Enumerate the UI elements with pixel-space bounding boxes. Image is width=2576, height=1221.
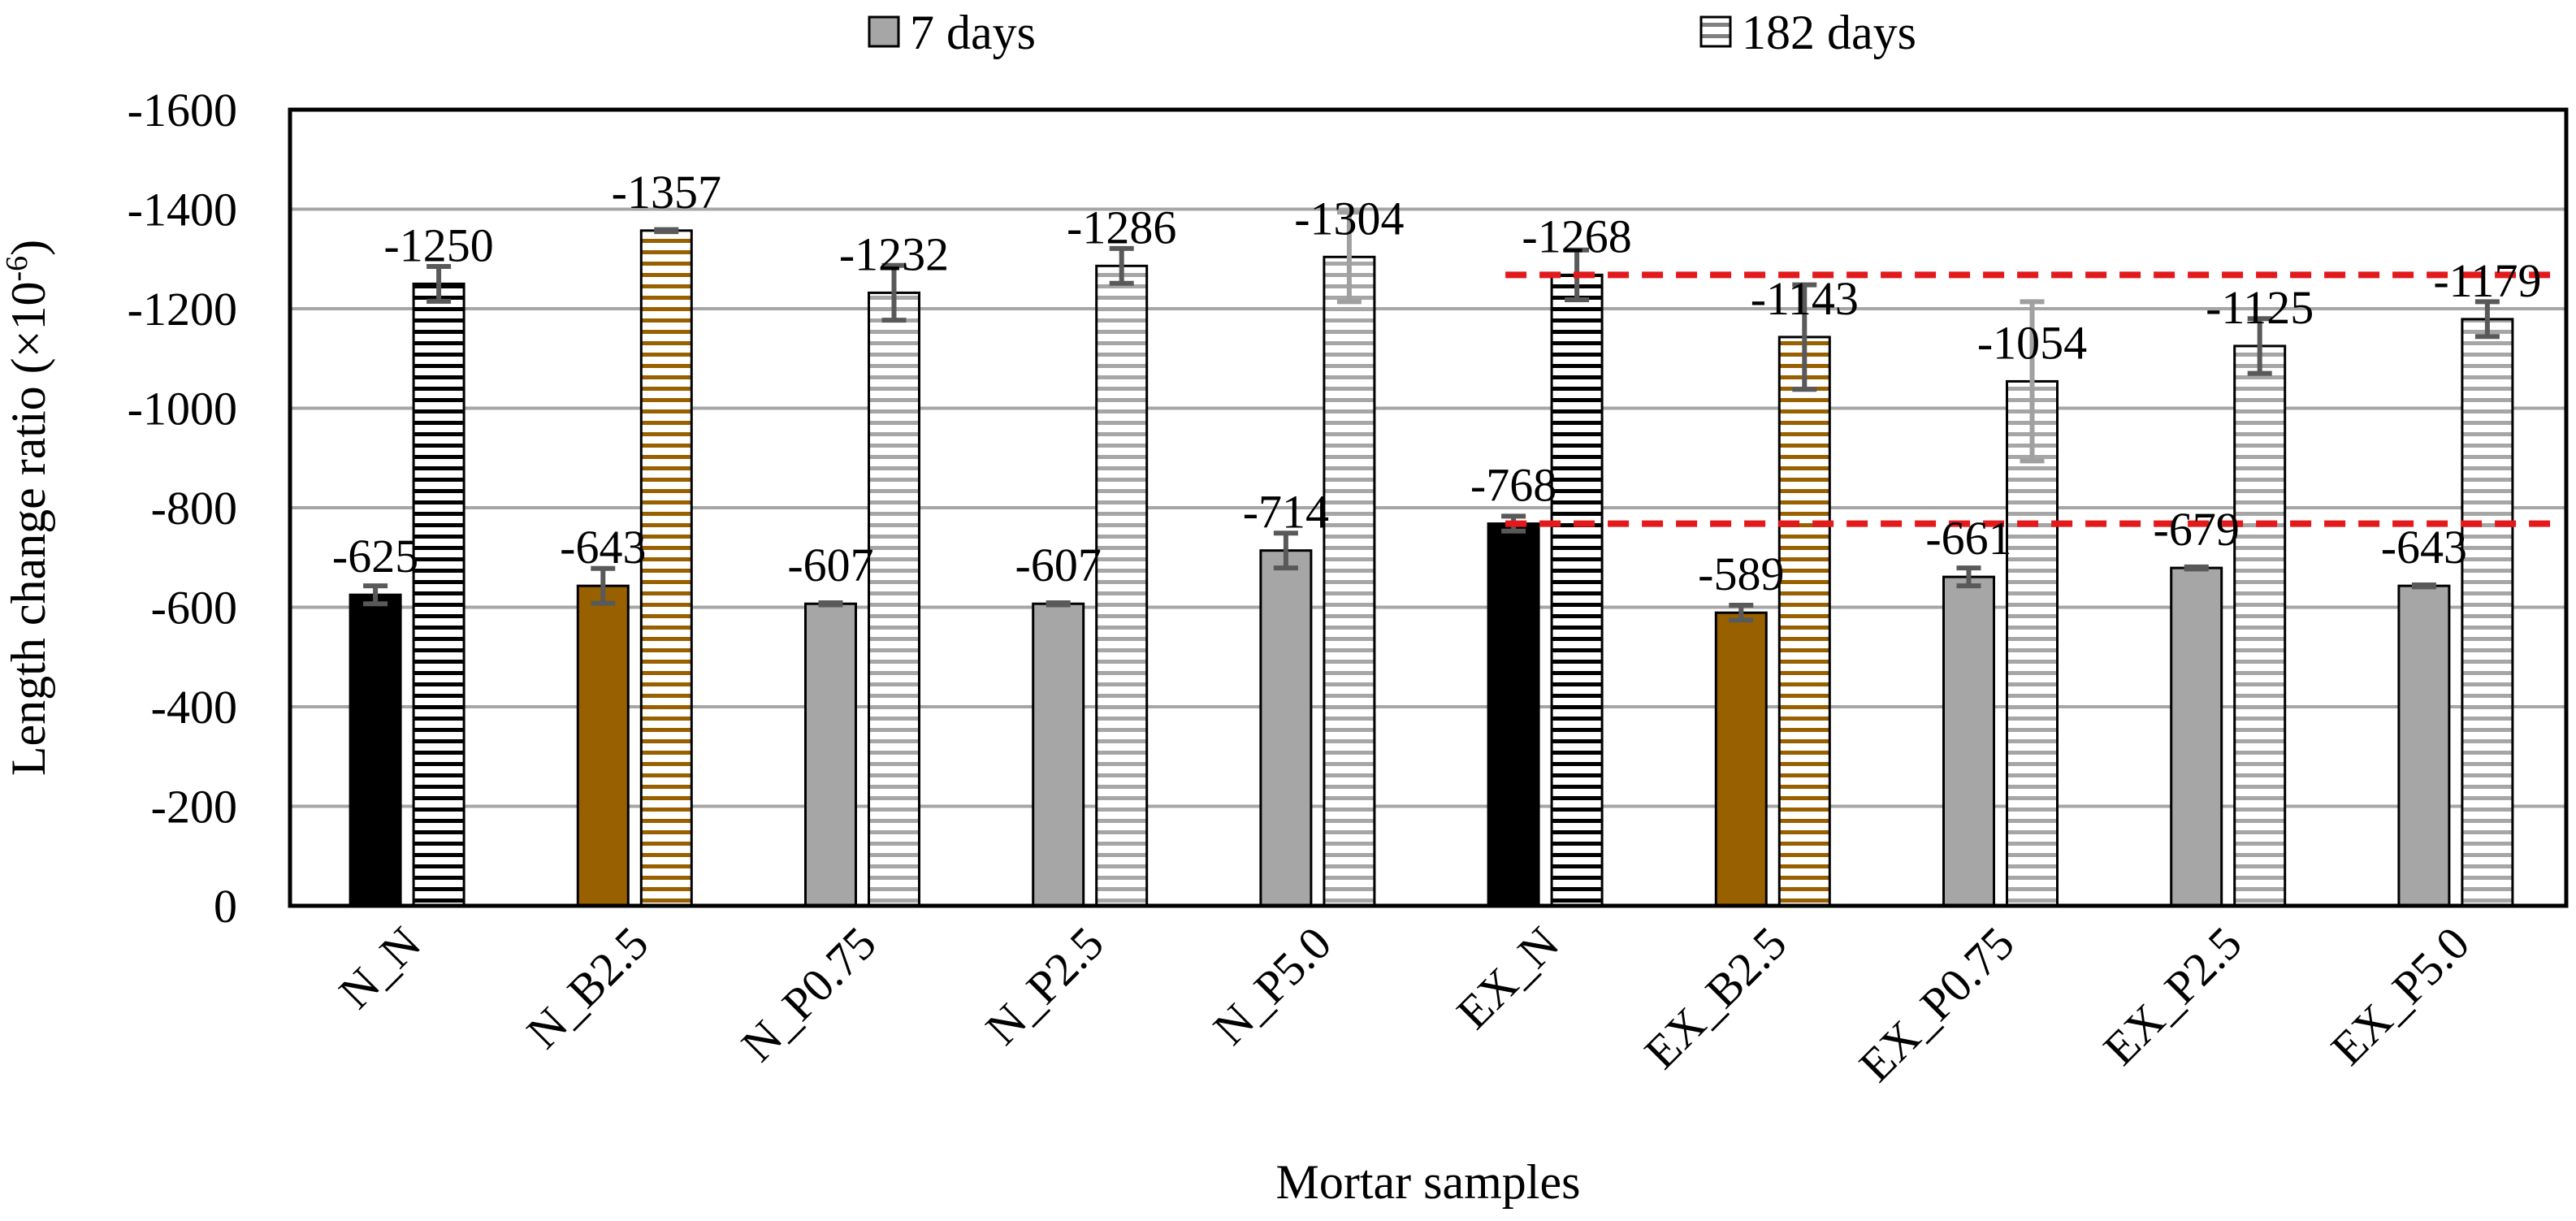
bar-182-days-EX_B2.5 xyxy=(1777,336,1831,907)
bar-182-days-N_P0.75 xyxy=(868,291,920,907)
bar-182-days-N_P5.0 xyxy=(1323,255,1376,907)
error-bar-182-days-EX_P0.75 xyxy=(2020,299,2045,464)
error-bar-7-days-N_P5.0 xyxy=(1273,530,1298,571)
y-tick-label: -1600 xyxy=(128,84,237,136)
y-tick-label: -600 xyxy=(151,582,237,634)
data-label-182-days-EX_P2.5: -1125 xyxy=(2206,281,2314,334)
error-bar-182-days-N_B2.5 xyxy=(654,227,679,235)
y-axis-tick-labels: 0 -200 -400 -600 -800 -1000 -1200 -1400 -1600 xyxy=(128,84,237,933)
category-label-EX_P5.0: EX_P5.0 xyxy=(2321,916,2479,1075)
bar-182-days-EX_P2.5 xyxy=(2233,344,2287,907)
error-bar-182-days-N_P2.5 xyxy=(1109,245,1134,286)
error-bar-182-days-N_N xyxy=(426,263,452,304)
bar-182-days-N_N xyxy=(412,282,465,907)
error-bar-182-days-EX_B2.5 xyxy=(1792,282,1817,392)
y-tick-label: 0 xyxy=(214,880,237,933)
category-label-EX_B2.5: EX_B2.5 xyxy=(1634,916,1797,1079)
data-label-182-days-N_P2.5: -1286 xyxy=(1067,201,1176,253)
error-bar-182-days-EX_P5.0 xyxy=(2474,299,2500,340)
bar-7-days-N_P2.5 xyxy=(1032,602,1085,907)
data-label-7-days-N_B2.5: -643 xyxy=(560,521,646,574)
data-label-182-days-N_P0.75: -1232 xyxy=(839,227,949,280)
data-label-7-days-EX_P0.75: -661 xyxy=(1925,512,2011,565)
error-bar-7-days-EX_P2.5 xyxy=(2184,564,2209,572)
category-label-EX_P0.75: EX_P0.75 xyxy=(1849,916,2024,1092)
category-label-N_P2.5: N_P2.5 xyxy=(976,916,1114,1054)
error-bars xyxy=(363,210,2500,623)
y-tick-label: -200 xyxy=(151,781,237,833)
error-bar-7-days-N_P0.75 xyxy=(818,600,843,608)
data-label-7-days-N_P2.5: -607 xyxy=(1015,539,1102,591)
bar-182-days-EX_P5.0 xyxy=(2461,318,2514,907)
error-bar-182-days-N_P5.0 xyxy=(1336,210,1362,305)
bar-182-days-EX_N xyxy=(1550,273,1604,907)
reference-lines xyxy=(1505,271,2560,527)
data-label-7-days-EX_P2.5: -679 xyxy=(2154,503,2240,556)
x-axis-category-labels: N_N N_B2.5 N_P0.75 N_P2.5 N_P5.0 EX_N EX_B2.5 E… xyxy=(329,916,2480,1092)
bar-7-days-N_B2.5 xyxy=(576,584,630,907)
bar-182-days-N_P2.5 xyxy=(1095,264,1149,907)
legend: 7 days 182 days xyxy=(868,6,1916,59)
data-label-182-days-N_P5.0: -1304 xyxy=(1294,192,1404,245)
plot-frame xyxy=(288,107,2569,908)
error-bar-182-days-EX_P2.5 xyxy=(2247,316,2272,376)
data-labels: -625 -1250 -643 -1357 -607 -1232 -607 -1286 -714… xyxy=(332,166,2542,600)
error-bar-7-days-N_P2.5 xyxy=(1046,600,1071,608)
error-bar-7-days-N_B2.5 xyxy=(591,565,616,606)
y-axis-title: Length change ratio (×10-6) xyxy=(0,240,55,776)
data-label-182-days-N_N: -1250 xyxy=(383,219,493,271)
y-tick-label: -1400 xyxy=(128,184,237,236)
bars xyxy=(349,229,2514,907)
y-tick-label: -400 xyxy=(151,681,237,734)
data-label-182-days-EX_N: -1268 xyxy=(1522,210,1631,262)
bar-7-days-N_P0.75 xyxy=(804,602,857,907)
data-label-182-days-EX_P0.75: -1054 xyxy=(1977,316,2087,369)
category-label-N_N: N_N xyxy=(329,916,431,1019)
error-bar-7-days-EX_B2.5 xyxy=(1729,603,1754,623)
data-label-7-days-N_N: -625 xyxy=(332,530,418,582)
error-bar-182-days-N_P0.75 xyxy=(881,262,907,323)
error-bar-7-days-EX_P0.75 xyxy=(1956,565,1981,589)
bar-7-days-N_P5.0 xyxy=(1259,549,1313,907)
legend-label-182-days: 182 days xyxy=(1742,6,1916,59)
bar-7-days-N_N xyxy=(349,593,402,907)
bar-182-days-N_B2.5 xyxy=(639,229,693,907)
data-label-7-days-EX_N: -768 xyxy=(1470,459,1556,512)
data-label-182-days-EX_B2.5: -1143 xyxy=(1751,272,1859,325)
category-label-EX_P2.5: EX_P2.5 xyxy=(2093,916,2252,1075)
data-label-7-days-EX_B2.5: -589 xyxy=(1698,548,1784,600)
error-bar-7-days-N_N xyxy=(363,583,388,607)
data-label-7-days-EX_P5.0: -643 xyxy=(2381,521,2467,574)
error-bar-7-days-EX_P5.0 xyxy=(2411,582,2436,590)
bar-7-days-EX_B2.5 xyxy=(1714,611,1768,907)
category-label-EX_N: EX_N xyxy=(1447,916,1569,1039)
data-label-7-days-N_P0.75: -607 xyxy=(787,539,873,591)
legend-swatch-182-days xyxy=(1699,15,1732,48)
bar-7-days-EX_N xyxy=(1487,522,1540,907)
data-label-182-days-EX_P5.0: -1179 xyxy=(2433,254,2541,307)
data-label-7-days-N_P5.0: -714 xyxy=(1243,486,1329,539)
category-label-N_P0.75: N_P0.75 xyxy=(731,916,886,1072)
data-label-182-days-N_B2.5: -1357 xyxy=(612,166,721,219)
bar-7-days-EX_P5.0 xyxy=(2397,584,2451,907)
y-tick-label: -800 xyxy=(151,482,237,535)
bar-7-days-EX_P2.5 xyxy=(2170,566,2223,907)
y-tick-label: -1200 xyxy=(128,283,237,336)
y-tick-label: -1000 xyxy=(128,383,237,435)
legend-label-7-days: 7 days xyxy=(910,6,1036,59)
x-axis-title: Mortar samples xyxy=(1276,1155,1581,1209)
category-label-N_B2.5: N_B2.5 xyxy=(517,916,659,1059)
bar-7-days-EX_P0.75 xyxy=(1942,575,1995,907)
category-label-N_P5.0: N_P5.0 xyxy=(1203,916,1341,1054)
legend-swatch-7-days xyxy=(868,15,900,48)
